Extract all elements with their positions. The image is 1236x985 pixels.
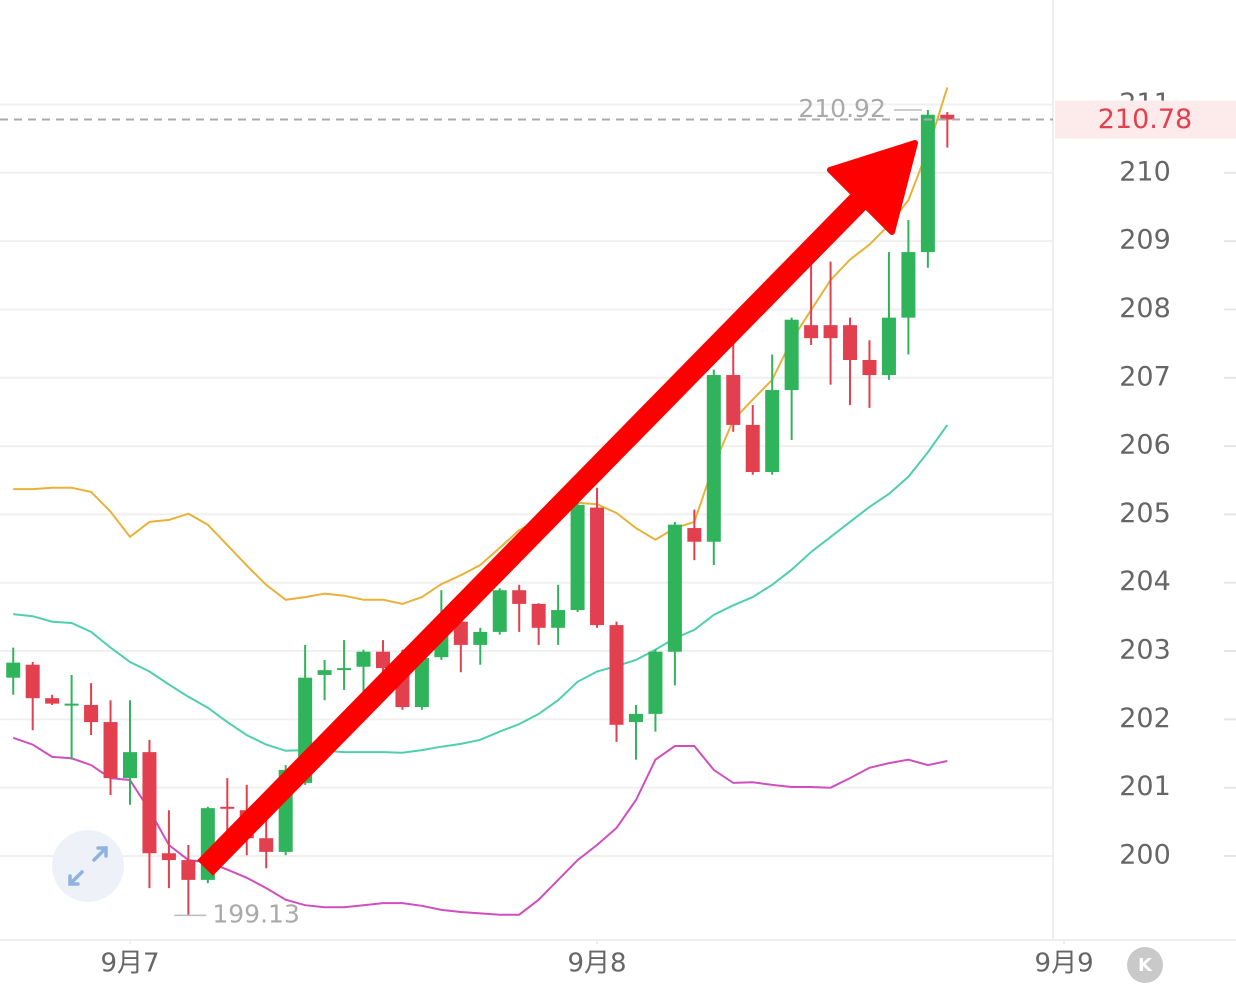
candle-body [570,504,585,611]
trend-arrow [197,140,918,876]
candle-body [103,722,118,779]
y-tick-label: 203 [1119,635,1171,666]
candle-body [706,375,721,542]
period-button-bg[interactable] [1127,947,1163,983]
candle-body [920,114,935,253]
candle-body [862,360,877,376]
candle-body [259,838,274,852]
y-tick-label: 205 [1119,498,1171,529]
candle-body [512,590,527,604]
expand-icon [68,846,108,886]
x-tick-label: 9月7 [100,949,159,979]
low-label: 199.13 [212,899,299,928]
y-tick-label: 201 [1119,771,1171,802]
band-line [13,87,949,605]
candle-body [375,651,390,669]
candle-body [648,651,663,714]
candle-body [726,375,741,425]
candle-body [667,524,682,652]
candle-body [317,670,332,675]
candle-body [609,625,624,725]
annotations: 210.92 199.13 210.78 [0,94,1236,928]
candle-body [122,752,137,779]
candle-body [473,631,488,645]
candle-body [823,325,838,339]
candle-body [784,319,799,391]
last-price-box [1055,100,1236,139]
candle-body [220,806,235,809]
y-tick-label: 209 [1119,225,1171,256]
y-tick-label: 200 [1119,839,1171,870]
candle-body [531,603,546,628]
candle-body [843,325,858,361]
candle-body [337,668,352,671]
x-tick-label: 9月9 [1035,949,1094,979]
candle-body [142,752,157,854]
arrow-shaft [197,190,870,876]
last-price-label: 210.78 [1098,104,1192,135]
candle-body [551,610,566,628]
candle-body [6,662,21,678]
expand-button[interactable] [52,830,124,902]
x-tick-label: 9月8 [567,949,626,979]
candle-body [590,507,605,626]
candle-body [181,860,196,880]
candle-body [765,390,780,473]
candle-body [84,705,99,723]
candle-body [745,424,760,473]
candle-body [804,325,819,339]
candles [6,109,955,916]
candle-body [414,657,429,708]
high-label: 210.92 [798,94,885,123]
candle-body [161,853,176,861]
candle-body [940,114,955,120]
band-line [13,424,949,754]
period-button[interactable]: K [1127,947,1163,983]
candle-body [356,651,371,667]
period-button-label[interactable]: K [1138,955,1153,976]
candle-body [628,713,643,723]
y-tick-label: 210 [1119,156,1171,187]
candle-body [492,590,507,632]
y-tick-label: 206 [1119,430,1171,461]
y-tick-label: 207 [1119,361,1171,392]
candle-body [453,621,468,645]
candle-body [901,252,916,318]
candle-body [25,664,40,699]
expand-button-bg[interactable] [52,830,124,902]
candle-body [687,528,702,542]
candle-body [64,703,79,706]
y-tick-label: 208 [1119,293,1171,324]
grid: 2002012022032042052062072082092102119月79… [0,88,1236,979]
y-tick-label: 204 [1119,566,1171,597]
candle-body [45,698,60,704]
candle-body [881,317,896,376]
y-tick-label: 202 [1119,703,1171,734]
arrow-head [827,140,918,235]
